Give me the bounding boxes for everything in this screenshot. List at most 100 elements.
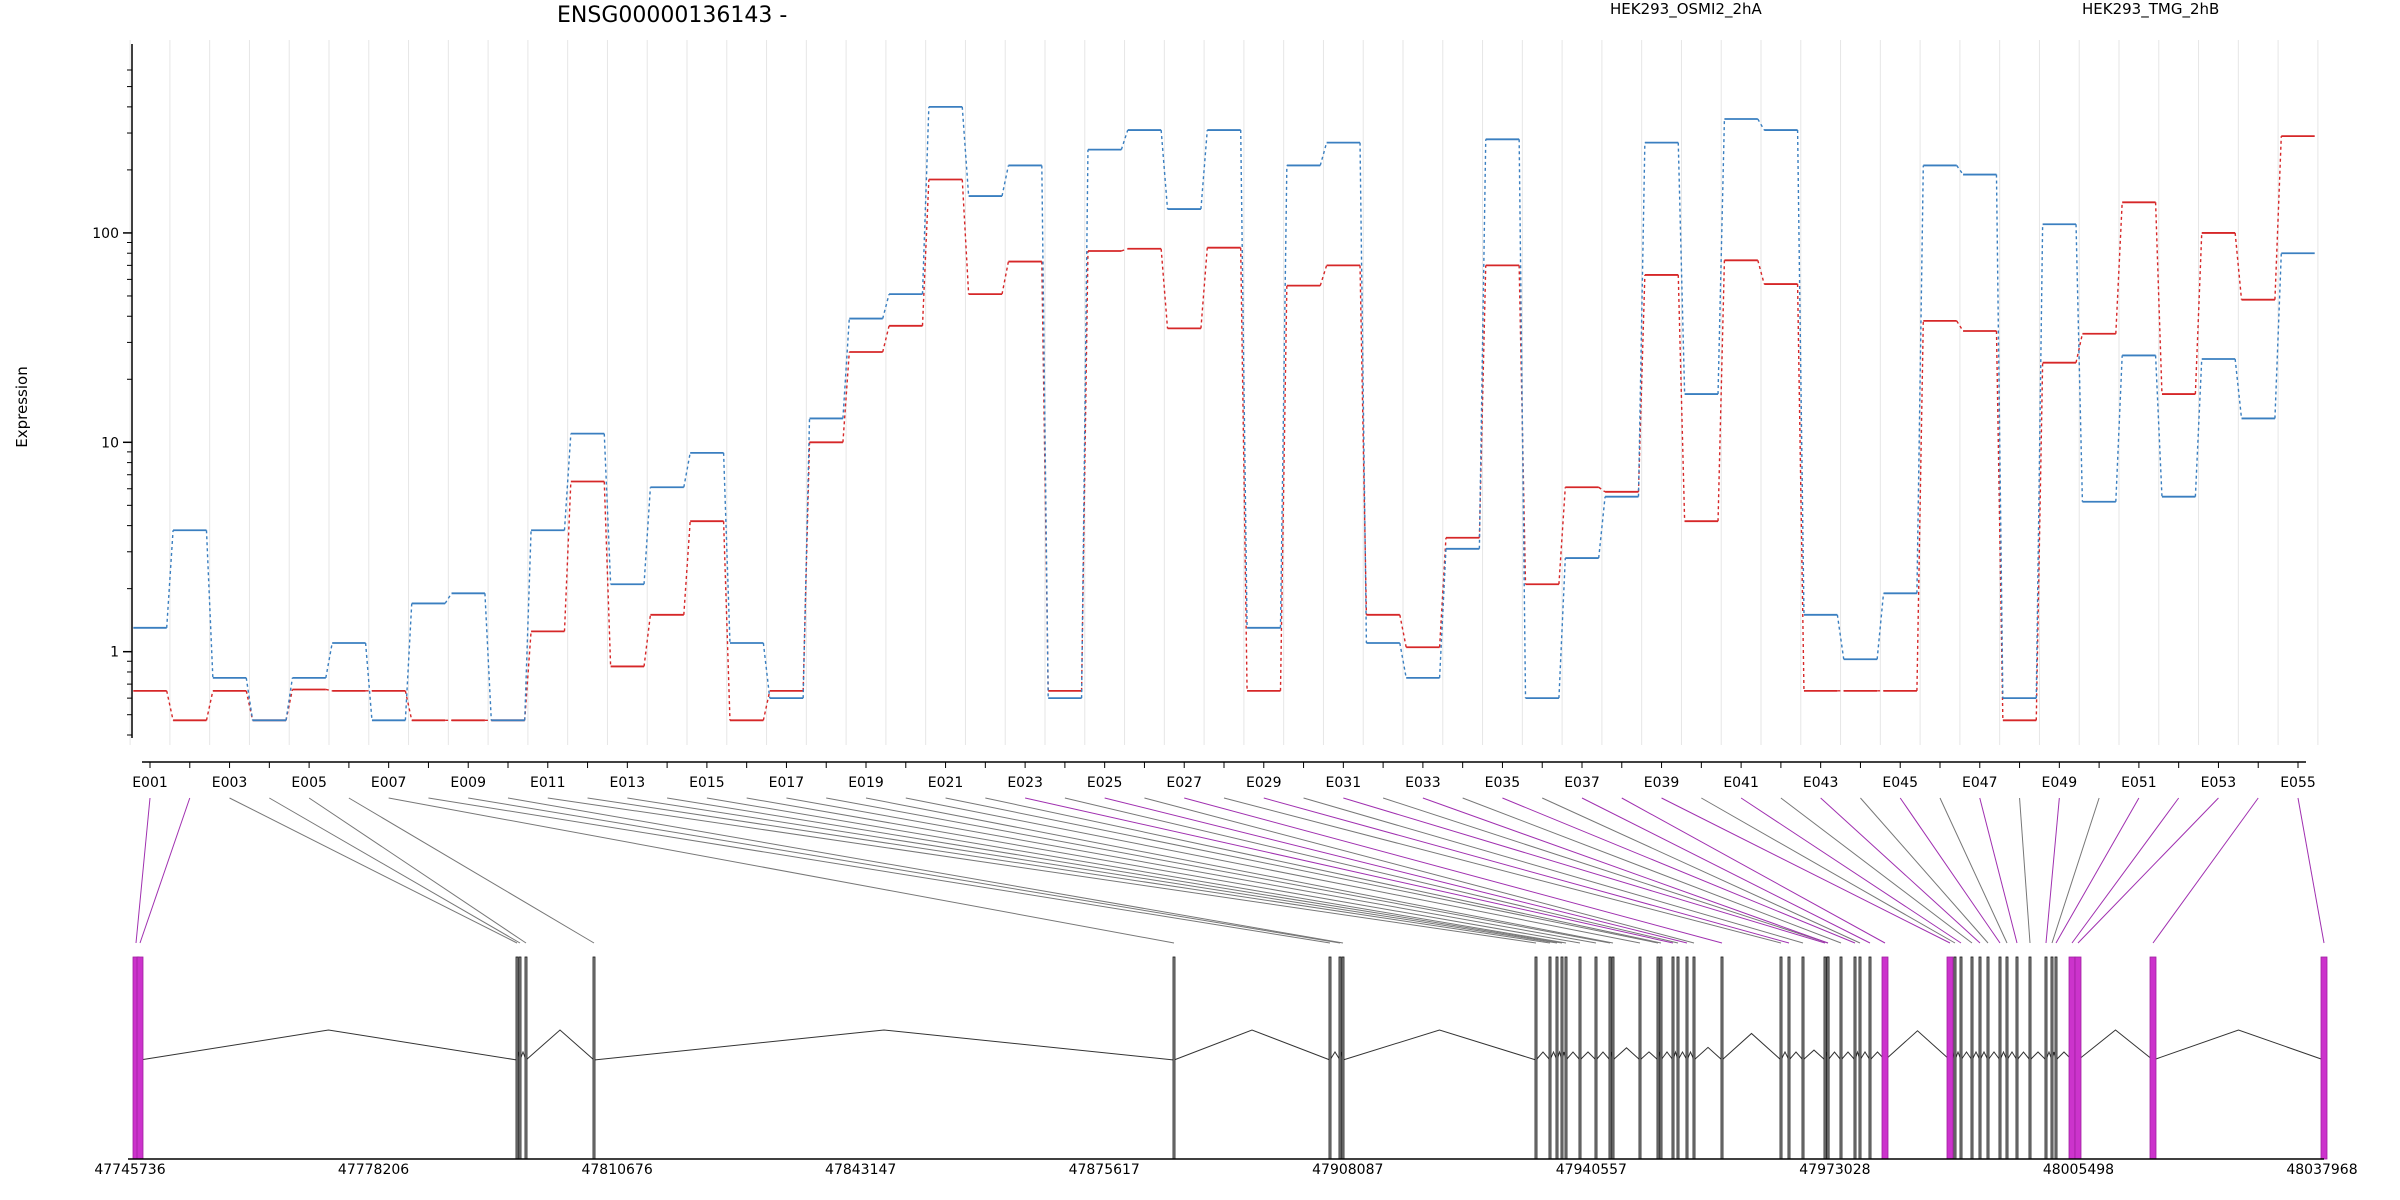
exon-connector-line [1263, 797, 1790, 944]
x-tick-label: E035 [1485, 775, 1521, 791]
series-2-connector [1757, 118, 1765, 131]
exon-block [1953, 956, 1957, 1160]
intron-line [2016, 1051, 2031, 1061]
x-tick-label: E051 [2121, 775, 2157, 791]
exon-connector-line [1820, 797, 1981, 944]
exon-connector-line [348, 797, 595, 944]
x-tick-label: E019 [848, 775, 884, 791]
series-1-connector [2115, 202, 2123, 334]
exon-block [1685, 956, 1689, 1160]
series-2-connector [404, 603, 413, 721]
exon-block [1720, 956, 1724, 1160]
exon-block [1868, 956, 1872, 1160]
exon-block [1986, 956, 1990, 1160]
exon-block [1638, 956, 1642, 1160]
x-tick-label: E025 [1087, 775, 1123, 791]
exon-connector-line [826, 797, 1611, 944]
exon-block-highlighted [2068, 956, 2076, 1160]
y-tick-label: 1 [110, 645, 119, 661]
exon-connector-line [2152, 797, 2259, 944]
exon-block [1959, 956, 1963, 1160]
exon-block [1801, 956, 1805, 1160]
series-2-connector [1598, 496, 1606, 559]
series-2-connector [524, 530, 532, 721]
exon-block [1970, 956, 1974, 1160]
series-1-connector [643, 614, 652, 667]
exon-block [2044, 956, 2048, 1160]
exon-block [1659, 956, 1663, 1160]
series-1-connector [1200, 247, 1208, 329]
genomic-tick-label: 48005498 [2043, 1162, 2114, 1178]
exon-connector-line [507, 797, 1344, 944]
exon-connector-line [1184, 797, 1723, 944]
series-1 [133, 135, 2315, 722]
series-2-connector [1916, 165, 1924, 594]
genomic-tick-label: 47875617 [1069, 1162, 1140, 1178]
genomic-tick-label: 47810676 [581, 1162, 652, 1178]
series-2-connector [1836, 614, 1845, 660]
exon-connector-line [269, 797, 521, 944]
series-2-connector [643, 487, 652, 585]
x-tick-label: E021 [928, 775, 964, 791]
series-2-connector [1160, 129, 1169, 210]
y-tick-label: 100 [92, 226, 119, 242]
exon-block [2028, 956, 2032, 1160]
series-2-connector [1319, 142, 1328, 166]
exon-connector-line [2055, 797, 2140, 944]
exon-block [518, 956, 522, 1160]
axes [127, 44, 2306, 763]
intron-line [1579, 1051, 1597, 1061]
exon-block [1839, 956, 1843, 1160]
exon-connector-line [428, 797, 1331, 944]
series-1-connector [683, 521, 691, 615]
series-1-connector [1598, 486, 1606, 493]
series-2-connector [1637, 142, 1646, 497]
exon-connector-line [865, 797, 1614, 944]
exon-block [2005, 956, 2009, 1160]
series-2-connector [802, 418, 811, 699]
exon-connector-line [2051, 797, 2100, 944]
intron-line [1595, 1051, 1611, 1061]
exon-connector-line [1025, 797, 1674, 944]
intron-line [1693, 1046, 1723, 1061]
exon-block [1998, 956, 2002, 1160]
x-tick-label: E029 [1246, 775, 1282, 791]
exon-block [524, 956, 528, 1160]
exon-connector-line [1223, 797, 1782, 944]
exon-block-highlighted [2074, 956, 2082, 1160]
exon-block [1978, 956, 1982, 1160]
exon-connector-line [468, 797, 1341, 944]
series-2-connector [1279, 165, 1288, 628]
intron-line [1827, 1051, 1842, 1061]
exon-block [515, 956, 519, 1160]
series-1-connector [325, 688, 333, 692]
exon-connector-line [627, 797, 1558, 944]
legend-series-1: HEK293_OSMI2_2hA [1610, 0, 1763, 19]
exon-connector-line [1462, 797, 1842, 944]
series-2-connector [1200, 129, 1208, 210]
intron-line [593, 1029, 1175, 1061]
series-1-connector [2234, 232, 2243, 300]
exon-block [1578, 956, 1582, 1160]
intron-line [2006, 1051, 2018, 1061]
exon-block-highlighted [2149, 956, 2157, 1160]
intron-line [2152, 1029, 2325, 1061]
series-1-connector [1757, 260, 1765, 285]
x-axis-ticks: E001 E003 E005 E007 E009 E011 E013 E015 E017 E019… [132, 762, 2316, 791]
series-1-connector [882, 325, 890, 353]
series-1-connector [166, 690, 174, 721]
intron-line [1987, 1051, 2001, 1061]
intron-line [1639, 1051, 1659, 1061]
intron-line [1173, 1029, 1331, 1061]
genomic-tick-label: 47940557 [1556, 1162, 1627, 1178]
exon-connector-line [1899, 797, 2001, 944]
series-1-connector [1956, 320, 1964, 332]
series-2-connector [1717, 118, 1726, 395]
exon-block [2050, 956, 2054, 1160]
exon-connector-line [1422, 797, 1829, 944]
y-axis-label: Expression [13, 366, 31, 447]
series-1-connector [1518, 265, 1527, 585]
legend-series-2: HEK293_TMG_2hB [2082, 0, 2219, 19]
exon-block [1555, 956, 1559, 1160]
exon-connector-line [1343, 797, 1826, 944]
